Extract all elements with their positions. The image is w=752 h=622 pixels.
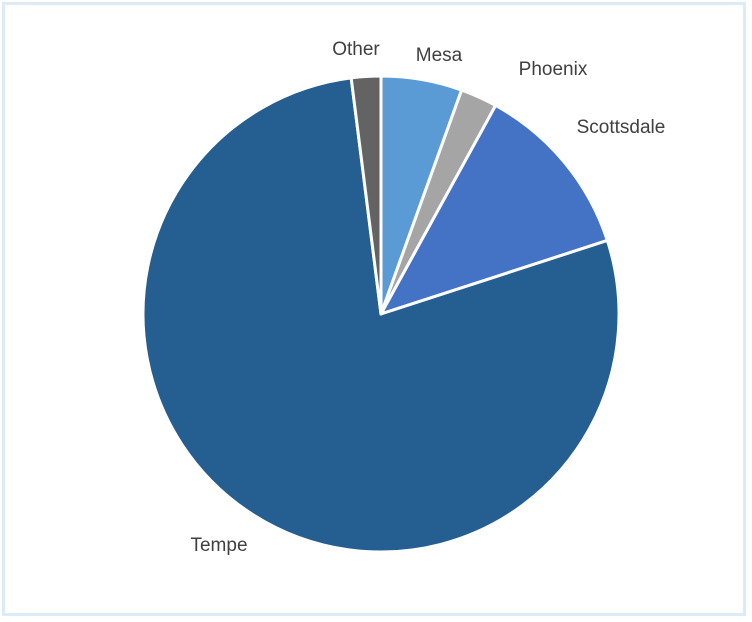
pie-slices <box>141 74 621 554</box>
pie-label-scottsdale: Scottsdale <box>577 117 666 138</box>
pie-label-mesa: Mesa <box>416 45 463 66</box>
pie-label-phoenix: Phoenix <box>519 59 588 80</box>
pie-labels: Mesa Phoenix Scottsdale Tempe Other <box>190 39 665 556</box>
pie-label-other: Other <box>332 39 380 60</box>
pie-slice-scottsdale <box>379 103 609 316</box>
pie-slice-other <box>349 74 383 316</box>
pie-label-tempe: Tempe <box>190 535 247 556</box>
